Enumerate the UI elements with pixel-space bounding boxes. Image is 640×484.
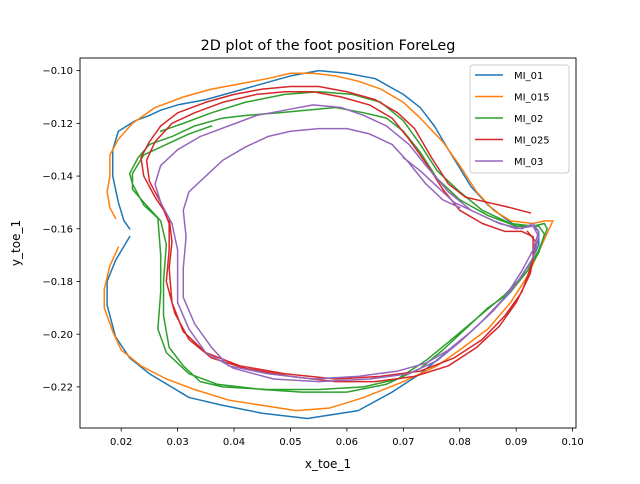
y-axis-ticks: −0.22 −0.20 −0.18 −0.16 −0.14 −0.12 −0.10 [42,66,80,393]
y-tick-label: −0.12 [42,119,73,130]
legend-label-mi-015: MI_015 [514,93,550,104]
legend: MI_01 MI_015 MI_02 MI_025 MI_03 [469,64,570,174]
x-tick-label: 0.08 [449,437,471,448]
legend-label-mi-02: MI_02 [514,114,543,125]
legend-label-mi-01: MI_01 [514,71,543,82]
x-axis-ticks: 0.02 0.03 0.04 0.05 0.06 0.07 0.08 0.09 0.10 [110,428,584,448]
x-tick-label: 0.04 [223,437,245,448]
y-axis-label: y_toe_1 [9,220,23,266]
legend-label-mi-03: MI_03 [514,157,543,168]
y-tick-label: −0.10 [42,66,73,77]
x-tick-label: 0.02 [110,437,132,448]
series-line-mi-025 [140,85,537,383]
x-tick-label: 0.09 [505,437,527,448]
y-tick-label: −0.14 [42,172,73,183]
y-tick-label: −0.16 [42,224,73,235]
x-tick-label: 0.05 [279,437,301,448]
y-tick-label: −0.20 [42,330,73,341]
x-tick-label: 0.03 [166,437,188,448]
series-layer [103,69,554,420]
y-tick-label: −0.22 [42,382,73,393]
y-tick-label: −0.18 [42,277,73,288]
x-tick-label: 0.10 [561,437,583,448]
x-tick-label: 0.07 [392,437,414,448]
x-tick-label: 0.06 [336,437,358,448]
chart-title: 2D plot of the foot position ForeLeg [201,38,456,54]
series-line-mi-02 [128,90,548,393]
legend-label-mi-025: MI_025 [514,136,550,147]
series-line-mi-015 [103,72,554,412]
legend-box [469,64,570,174]
plot-frame [79,57,577,429]
series-line-mi-03 [154,104,540,383]
x-axis-label: x_toe_1 [305,457,351,471]
